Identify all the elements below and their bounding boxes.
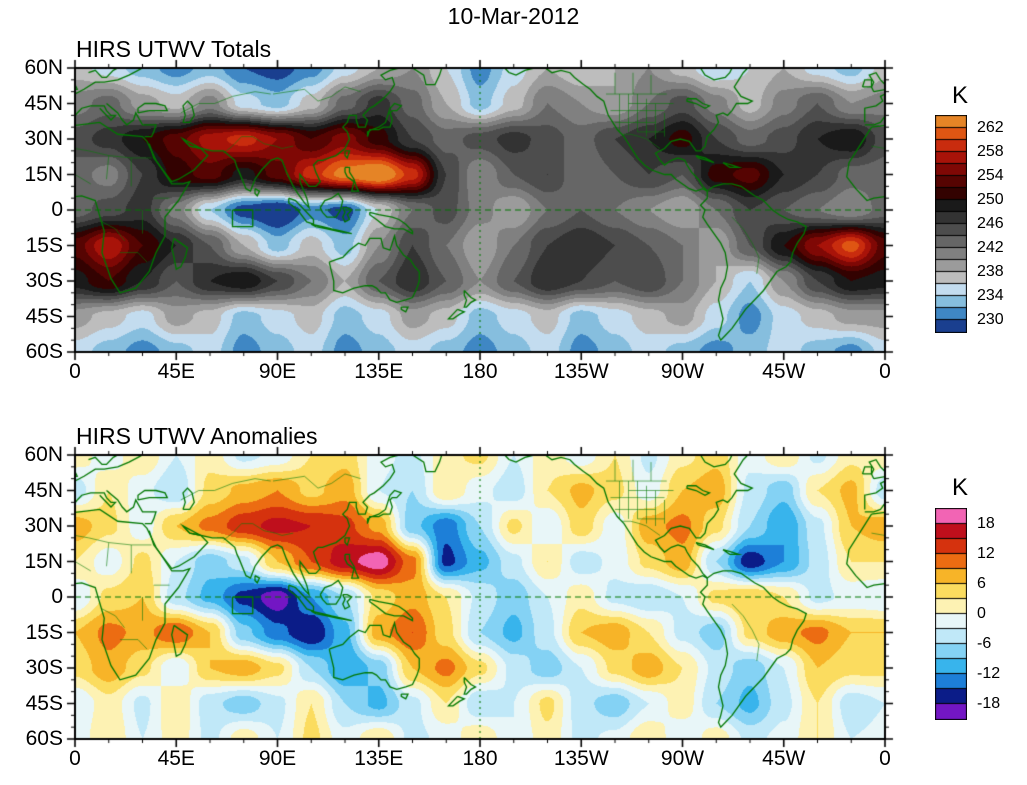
- x-tick-label: 90E: [258, 747, 297, 770]
- colorbar-tick-label: -18: [977, 695, 1001, 712]
- colorbar-tick-label: 262: [977, 119, 1004, 136]
- y-tick-label: 30N: [24, 514, 63, 537]
- y-tick-label: 45N: [24, 91, 63, 115]
- x-tick-label: 135W: [553, 360, 609, 383]
- totals-map-plot: [61, 54, 899, 366]
- y-tick-label: 45S: [25, 691, 63, 715]
- x-tick-label: 45W: [762, 747, 806, 770]
- anomalies-colorbar: 18 12 6 0 -6 -12 -18: [935, 508, 1027, 758]
- totals-map-overlay-canvas: [61, 54, 899, 366]
- figure-date-title: 10-Mar-2012: [447, 3, 580, 29]
- colorbar-tick-label: 250: [977, 191, 1004, 208]
- y-tick-label: 15N: [24, 549, 63, 573]
- x-tick-label: 135E: [354, 360, 404, 383]
- y-tick-label: 45N: [24, 478, 63, 502]
- anomalies-map-overlay-canvas: [61, 441, 899, 753]
- y-tick-label: 60S: [25, 727, 63, 750]
- x-tick-label: 90W: [660, 360, 705, 383]
- y-tick-label: 30N: [24, 127, 63, 150]
- colorbar-tick-label: 238: [977, 263, 1004, 280]
- totals-colorbar-unit-label: K: [951, 82, 968, 109]
- anomalies-colorbar-unit-label: K: [951, 474, 968, 501]
- y-tick-label: 0: [51, 585, 63, 608]
- y-tick-label: 15S: [25, 233, 63, 257]
- colorbar-tick-label: 12: [977, 545, 995, 562]
- x-tick-label: 45E: [157, 360, 195, 383]
- totals-colorbar: 262 258 254 250 246 242 238 234 230: [935, 115, 1027, 365]
- y-tick-label: 45S: [25, 304, 63, 328]
- y-tick-label: 60N: [24, 56, 63, 79]
- x-tick-label: 135W: [553, 747, 609, 770]
- x-tick-label: 90W: [660, 747, 705, 770]
- x-tick-label: 45E: [157, 747, 195, 770]
- y-tick-label: 15N: [24, 162, 63, 186]
- colorbar-tick-label: 242: [977, 239, 1004, 256]
- y-tick-label: 0: [51, 198, 63, 221]
- x-tick-label: 180: [462, 747, 498, 770]
- x-tick-label: 45W: [762, 360, 806, 383]
- colorbar-tick-label: 6: [977, 575, 986, 592]
- colorbar-tick-label: 246: [977, 215, 1004, 232]
- x-tick-label: 0: [879, 360, 891, 383]
- x-tick-label: 180: [462, 360, 498, 383]
- colorbar-tick-label: -12: [977, 665, 1001, 682]
- x-tick-label: 0: [879, 747, 891, 770]
- y-tick-label: 30S: [25, 656, 63, 679]
- y-tick-label: 60S: [25, 340, 63, 363]
- x-tick-label: 90E: [258, 360, 297, 383]
- anomalies-colorbar-canvas: [935, 508, 967, 720]
- colorbar-tick-label: 230: [977, 311, 1004, 328]
- colorbar-tick-label: 18: [977, 515, 995, 532]
- x-tick-label: 0: [69, 747, 81, 770]
- colorbar-tick-label: 234: [977, 287, 1004, 304]
- colorbar-tick-label: -6: [977, 635, 992, 652]
- y-tick-label: 15S: [25, 620, 63, 644]
- y-tick-label: 60N: [24, 443, 63, 466]
- colorbar-tick-label: 254: [977, 167, 1004, 184]
- x-tick-label: 0: [69, 360, 81, 383]
- colorbar-tick-label: 258: [977, 143, 1004, 160]
- colorbar-tick-label: 0: [977, 605, 986, 622]
- anomalies-map-plot: [61, 441, 899, 753]
- x-tick-label: 135E: [354, 747, 404, 770]
- y-tick-label: 30S: [25, 269, 63, 292]
- totals-colorbar-canvas: [935, 115, 967, 333]
